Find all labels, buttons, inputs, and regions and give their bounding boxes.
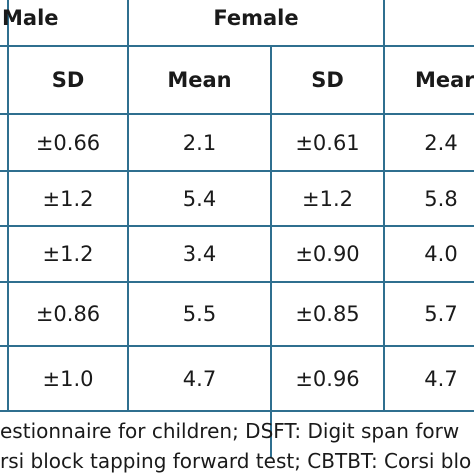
table-cell: ±1.2	[42, 186, 94, 211]
table-cell: ±0.96	[295, 366, 360, 391]
table-cell: 5.4	[182, 186, 217, 211]
table-cell: 4.0	[424, 242, 458, 266]
group-header-female: Female	[213, 6, 299, 30]
table-cell: 4.7	[424, 366, 458, 391]
table-border-row-4	[0, 345, 474, 347]
col-header-mean-partial: Mear	[415, 68, 474, 92]
table-cell: ±1.0	[42, 366, 94, 391]
table-border-col-1	[127, 0, 129, 411]
table-border-bottom	[0, 410, 474, 412]
table-cell: 5.8	[424, 186, 458, 211]
footnote-line-1: estionnaire for children; DSFT: Digit sp…	[0, 419, 460, 443]
table-cell: 2.4	[424, 130, 458, 155]
table-cell: ±0.61	[295, 130, 360, 155]
table-border-row-1	[0, 170, 474, 172]
col-header-female-sd: SD	[311, 68, 344, 92]
table-cell: ±1.2	[302, 186, 353, 211]
table-cell: 5.7	[424, 302, 458, 326]
table-cell: 3.4	[182, 242, 217, 266]
table-border-left	[7, 0, 9, 411]
table-border-row-2	[0, 225, 474, 227]
table-border-row-3	[0, 281, 474, 283]
col-header-female-mean: Mean	[167, 68, 232, 92]
table-border-col-3	[383, 0, 385, 411]
table-cell: 5.5	[182, 302, 217, 326]
table-border-col-2	[270, 46, 272, 457]
table-border-top-group	[0, 45, 474, 47]
table-cell: ±1.2	[42, 242, 94, 266]
table-cell: ±0.66	[35, 130, 101, 155]
table-cell: ±0.90	[295, 242, 360, 266]
table-cell: 2.1	[182, 130, 217, 155]
table-cell: ±0.86	[35, 302, 101, 326]
table-cell: ±0.85	[295, 302, 360, 326]
table-cell: 4.7	[182, 366, 217, 391]
col-header-male-sd: SD	[51, 68, 85, 92]
table-border-header	[0, 113, 474, 115]
footnote-line-2: rsi block tapping forward test; CBTBT: C…	[0, 449, 472, 473]
group-header-male: Male	[2, 6, 59, 30]
